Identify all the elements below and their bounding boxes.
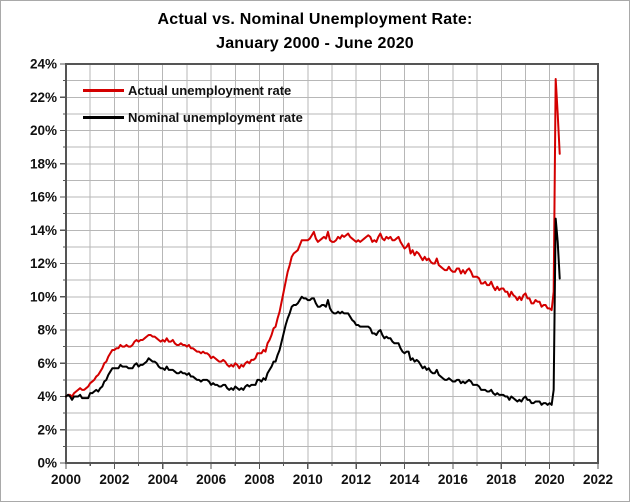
- y-axis-tick-label: 24%: [30, 57, 57, 72]
- y-axis-tick-label: 10%: [30, 289, 57, 304]
- y-axis-tick-label: 22%: [30, 90, 57, 105]
- x-axis-tick-label: 2004: [148, 472, 179, 487]
- y-axis-tick-label: 6%: [37, 356, 57, 371]
- x-axis-tick-label: 2010: [293, 472, 323, 487]
- y-axis-tick-label: 12%: [30, 256, 57, 271]
- x-axis-tick-label: 2002: [99, 472, 129, 487]
- y-axis-tick-label: 8%: [37, 323, 57, 338]
- y-axis-tick-label: 0%: [37, 456, 57, 471]
- x-axis-tick-label: 2012: [341, 472, 371, 487]
- x-axis-tick-label: 2018: [486, 472, 517, 487]
- series-line-nominal: [65, 217, 561, 406]
- legend-line-nominal-icon: [83, 116, 124, 119]
- chart-title-line2: January 2000 - June 2020: [216, 35, 414, 52]
- x-axis-tick-label: 2016: [438, 472, 469, 487]
- chart-title-line1: Actual vs. Nominal Unemployment Rate:: [157, 11, 473, 28]
- chart-legend: Actual unemployment rate Nominal unemplo…: [83, 77, 303, 131]
- x-axis-tick-label: 2008: [244, 472, 275, 487]
- axis-labels: 0% 2% 4% 6% 8% 10% 12% 14% 16% 18% 20% 22% 24% 2000 20…: [30, 57, 613, 488]
- series-line-actual: [65, 77, 561, 398]
- y-axis-tick-label: 2%: [37, 422, 57, 437]
- x-axis-tick-label: 2020: [535, 472, 565, 487]
- y-axis-tick-label: 14%: [30, 223, 57, 238]
- y-axis-tick-label: 16%: [30, 190, 57, 205]
- chart-title: Actual vs. Nominal Unemployment Rate: Ja…: [1, 8, 629, 56]
- x-axis-tick-label: 2014: [390, 472, 421, 487]
- legend-label-actual: Actual unemployment rate: [128, 83, 292, 98]
- y-axis-tick-label: 20%: [30, 123, 57, 138]
- legend-item-nominal: Nominal unemployment rate: [83, 104, 303, 131]
- y-axis-tick-label: 4%: [37, 389, 57, 404]
- y-axis-tick-label: 18%: [30, 156, 57, 171]
- x-axis-tick-label: 2006: [196, 472, 227, 487]
- x-axis-tick-label: 2000: [51, 472, 81, 487]
- legend-line-actual-icon: [83, 89, 124, 92]
- x-axis-tick-label: 2022: [583, 472, 613, 487]
- plot-border: [65, 63, 599, 464]
- legend-item-actual: Actual unemployment rate: [83, 77, 303, 104]
- legend-label-nominal: Nominal unemployment rate: [128, 110, 303, 125]
